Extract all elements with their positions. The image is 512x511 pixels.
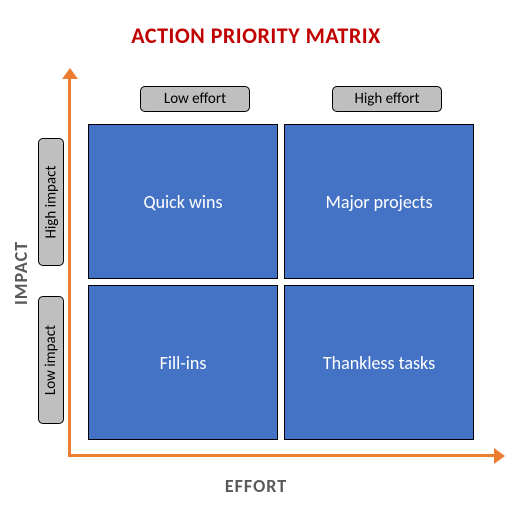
title-text: ACTION PRIORITY MATRIX — [131, 22, 380, 49]
x-axis-label: EFFORT — [0, 475, 512, 497]
y-axis-label-text: IMPACT — [10, 241, 32, 305]
y-axis-arrowhead — [62, 68, 78, 79]
quadrant-label: Quick wins — [143, 191, 222, 213]
quadrant-quick-wins: Quick wins — [88, 124, 278, 279]
quadrant-label: Major projects — [325, 191, 432, 213]
quadrant-label: Fill-ins — [160, 352, 207, 374]
row-header-low-impact: Low impact — [38, 296, 64, 424]
quadrant-fill-ins: Fill-ins — [88, 285, 278, 440]
row-header-label: High impact — [42, 166, 60, 239]
col-header-label: High effort — [354, 90, 419, 108]
page-title: ACTION PRIORITY MATRIX — [0, 22, 512, 49]
y-axis-label: IMPACT — [10, 241, 32, 305]
quadrant-major-projects: Major projects — [284, 124, 474, 279]
quadrant-label: Thankless tasks — [323, 352, 435, 374]
x-axis-line — [68, 454, 494, 457]
col-header-high-effort: High effort — [332, 86, 442, 112]
col-header-low-effort: Low effort — [140, 86, 250, 112]
x-axis-label-text: EFFORT — [225, 475, 287, 497]
y-axis-line — [68, 76, 71, 457]
row-header-high-impact: High impact — [38, 138, 64, 266]
col-header-label: Low effort — [164, 90, 226, 108]
quadrant-thankless-tasks: Thankless tasks — [284, 285, 474, 440]
row-header-label: Low impact — [42, 325, 60, 395]
x-axis-arrowhead — [494, 448, 505, 464]
